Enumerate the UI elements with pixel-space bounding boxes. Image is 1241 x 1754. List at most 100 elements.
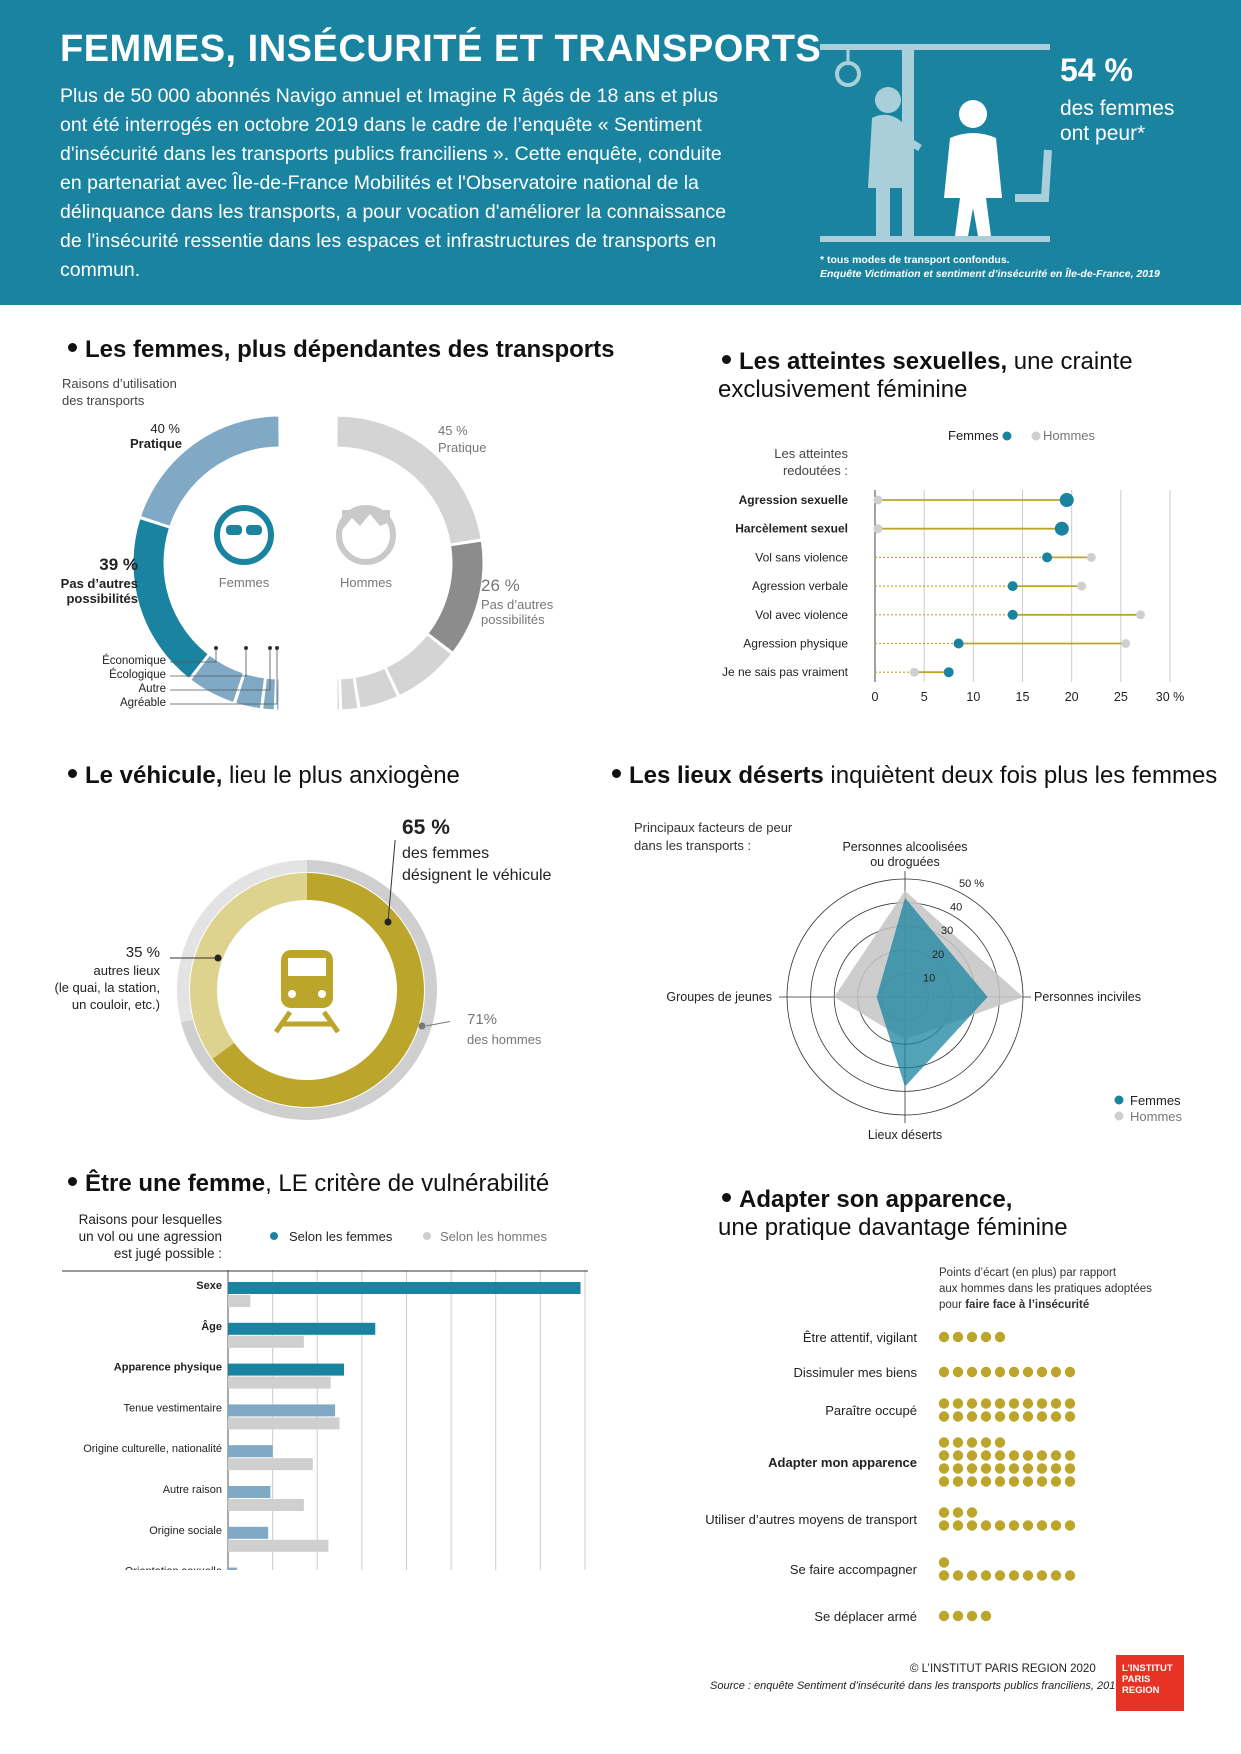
logo-line: PARIS bbox=[1122, 1674, 1151, 1685]
lollipop-subtitle2: redoutées : bbox=[782, 463, 848, 478]
donut-slice-hommes bbox=[354, 667, 399, 709]
radar-legend-femmes: Femmes bbox=[1130, 1093, 1181, 1108]
score-dot bbox=[1036, 1570, 1048, 1581]
bar-hommes bbox=[228, 1458, 313, 1471]
bullet-dot bbox=[612, 769, 621, 779]
x-tick-label: 30 % bbox=[1156, 690, 1185, 704]
score-dot bbox=[1050, 1463, 1062, 1474]
donut-slice-femmes bbox=[235, 672, 266, 710]
score-dot bbox=[1008, 1450, 1020, 1461]
category-label: Origine culturelle, nationalité bbox=[83, 1443, 222, 1455]
category-label: Agression sexuelle bbox=[739, 493, 849, 507]
bar-hommes bbox=[228, 1335, 304, 1348]
score-dot bbox=[1050, 1520, 1062, 1531]
x-tick-label: 0 bbox=[872, 690, 879, 704]
f-small-label: Autre bbox=[138, 683, 167, 695]
donut-subtitle2: des transports bbox=[62, 393, 145, 408]
point-femmes bbox=[1042, 552, 1053, 563]
point-hommes bbox=[1136, 610, 1145, 620]
score-dot bbox=[1022, 1411, 1034, 1422]
source-note: Source : enquête Sentiment d’insécurité … bbox=[710, 1680, 1122, 1692]
glasses-icon bbox=[246, 525, 262, 535]
train-light bbox=[318, 990, 326, 998]
x-tick-label: 20 bbox=[1065, 690, 1079, 704]
woman-icon bbox=[214, 505, 274, 565]
donut-slice-femmes bbox=[132, 518, 209, 680]
score-dot bbox=[952, 1411, 964, 1422]
legend-dot-hommes bbox=[423, 1232, 431, 1240]
f-small-label: Agréable bbox=[119, 697, 166, 709]
leader-dot bbox=[268, 646, 272, 650]
section-title-atteintes: Les atteintes sexuelles, une crainte bbox=[722, 348, 1133, 376]
section-title-rest: une crainte bbox=[1007, 348, 1133, 375]
radar-ring-label: 30 bbox=[941, 925, 953, 937]
f-pas-label2: possibilités bbox=[66, 591, 138, 606]
score-dot bbox=[1064, 1450, 1076, 1461]
score-dot bbox=[980, 1610, 992, 1622]
score-dot bbox=[994, 1450, 1006, 1461]
donut-charts bbox=[132, 415, 484, 711]
score-dot bbox=[994, 1520, 1006, 1531]
leader-line bbox=[170, 648, 278, 705]
section-title-apparence: Adapter son apparence, bbox=[722, 1186, 1012, 1214]
category-label: Harcèlement sexuel bbox=[735, 522, 848, 536]
score-dot bbox=[1008, 1366, 1020, 1378]
score-dot bbox=[938, 1411, 950, 1422]
vehicle-main-pct: 65 % bbox=[402, 816, 450, 839]
score-dot bbox=[938, 1507, 950, 1518]
train-window bbox=[288, 958, 326, 976]
score-dot bbox=[938, 1398, 950, 1409]
score-dot bbox=[1064, 1570, 1076, 1581]
leader-dot bbox=[275, 646, 279, 650]
section-title-dependance: Les femmes, plus dépendantes des transpo… bbox=[68, 336, 615, 364]
bar-hommes bbox=[228, 1295, 251, 1307]
bullet-dot bbox=[68, 769, 77, 779]
bullet-dot bbox=[68, 343, 77, 353]
score-dot bbox=[952, 1366, 964, 1378]
x-tick-label: 15 bbox=[1016, 690, 1030, 704]
score-dot bbox=[1022, 1398, 1034, 1409]
legend-hommes: Hommes bbox=[1043, 428, 1096, 443]
category-label: Se faire accompagner bbox=[790, 1562, 918, 1577]
donut-subtitle: Raisons d’utilisation bbox=[62, 376, 177, 391]
vehicle-other-l3: un couloir, etc.) bbox=[71, 997, 160, 1012]
score-dot bbox=[994, 1463, 1006, 1474]
score-dot bbox=[952, 1398, 964, 1409]
logo-line: REGION bbox=[1122, 1685, 1160, 1696]
score-dot bbox=[966, 1331, 978, 1343]
score-dot bbox=[966, 1398, 978, 1409]
bars-subtitle3: est jugé possible : bbox=[113, 1246, 222, 1261]
score-dot bbox=[1050, 1411, 1062, 1422]
bar-hommes bbox=[228, 1376, 331, 1389]
score-dot bbox=[1064, 1463, 1076, 1474]
section-title-bold: Être une femme bbox=[85, 1170, 266, 1197]
radar-axis-label: Lieux déserts bbox=[868, 1128, 942, 1142]
point-hommes bbox=[873, 524, 883, 534]
legend-dot-hommes bbox=[1114, 1111, 1124, 1121]
header-banner: FEMMES, INSÉCURITÉ ET TRANSPORTS Plus de… bbox=[0, 0, 1241, 305]
train-rails bbox=[273, 1010, 341, 1034]
bar-hommes bbox=[228, 1499, 304, 1511]
radar-ring-label: 10 bbox=[923, 972, 935, 984]
radar-ring-label: 20 bbox=[932, 949, 944, 961]
radar-axis-label: Personnes alcoolisées bbox=[842, 840, 967, 854]
point-femmes bbox=[1007, 581, 1018, 592]
donut-slice-hommes bbox=[427, 540, 484, 653]
section-title-rest: inquiètent deux fois plus les femmes bbox=[823, 762, 1218, 789]
x-tick-label: 25 bbox=[1114, 690, 1128, 704]
category-label: Vol avec violence bbox=[755, 608, 848, 622]
dot-chart: Être attentif, vigilant Dissimuler mes bi… bbox=[705, 1330, 1076, 1624]
score-dot bbox=[1008, 1570, 1020, 1581]
h-center-label: Hommes bbox=[339, 575, 392, 590]
score-dot bbox=[1008, 1476, 1020, 1487]
score-dot bbox=[1050, 1450, 1062, 1461]
point-femmes bbox=[1059, 493, 1074, 507]
point-hommes bbox=[873, 495, 883, 505]
legend-femmes: Femmes bbox=[948, 428, 999, 443]
score-dot bbox=[1064, 1398, 1076, 1409]
section-title-bold: Le véhicule, bbox=[85, 762, 223, 789]
score-dot bbox=[938, 1570, 950, 1581]
bar-femmes bbox=[228, 1404, 336, 1417]
legend-dot-femmes bbox=[270, 1232, 278, 1240]
h-pas-pct: 26 % bbox=[481, 576, 520, 595]
